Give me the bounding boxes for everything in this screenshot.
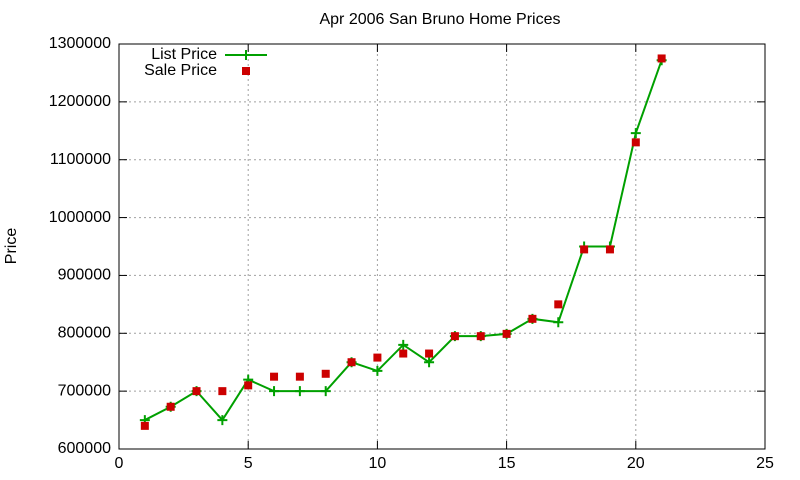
x-tick-label: 0	[115, 455, 124, 472]
point-marker	[140, 421, 149, 430]
point-marker	[321, 369, 330, 378]
point-marker	[630, 128, 641, 139]
x-tick-label: 25	[756, 455, 774, 472]
point-marker	[425, 349, 434, 358]
series-line	[144, 59, 663, 422]
point-marker	[398, 339, 409, 350]
point-marker	[320, 386, 331, 397]
point-marker	[192, 387, 201, 396]
point-marker	[554, 300, 563, 309]
point-marker	[294, 386, 305, 397]
point-marker	[476, 332, 485, 341]
y-tick-label: 1200000	[49, 93, 111, 110]
point-marker	[295, 372, 304, 381]
legend-label: Sale Price	[144, 62, 217, 79]
x-tick-label: 10	[369, 455, 387, 472]
chart-title: Apr 2006 San Bruno Home Prices	[319, 11, 560, 28]
y-tick-label: 1000000	[49, 209, 111, 226]
y-tick-label: 600000	[58, 440, 111, 457]
point-marker	[166, 402, 175, 411]
point-marker	[553, 317, 564, 328]
y-tick-label: 700000	[58, 382, 111, 399]
point-marker	[217, 415, 228, 426]
point-marker	[528, 314, 537, 323]
x-tick-label: 20	[627, 455, 645, 472]
point-marker	[399, 349, 408, 358]
point-marker	[424, 357, 435, 368]
point-marker	[631, 138, 640, 147]
point-marker	[347, 358, 356, 367]
legend-marker	[242, 67, 250, 75]
point-marker	[373, 353, 382, 362]
y-tick-label: 1300000	[49, 35, 111, 52]
point-marker	[605, 245, 614, 254]
point-marker	[218, 387, 227, 396]
x-tick-label: 15	[498, 455, 516, 472]
y-axis-label: Price	[3, 228, 20, 265]
point-marker	[372, 365, 383, 376]
point-marker	[269, 386, 280, 397]
point-marker	[450, 332, 459, 341]
point-marker	[580, 245, 589, 254]
point-marker	[270, 372, 279, 381]
plot-frame	[118, 43, 766, 450]
point-marker	[502, 329, 511, 338]
x-tick-label: 5	[244, 455, 253, 472]
y-tick-label: 900000	[58, 267, 111, 284]
legend-label: List Price	[151, 46, 217, 63]
point-marker	[244, 381, 253, 390]
point-marker	[657, 54, 666, 63]
legend-marker	[241, 50, 251, 60]
y-tick-label: 800000	[58, 325, 111, 342]
y-tick-label: 1100000	[50, 151, 111, 168]
